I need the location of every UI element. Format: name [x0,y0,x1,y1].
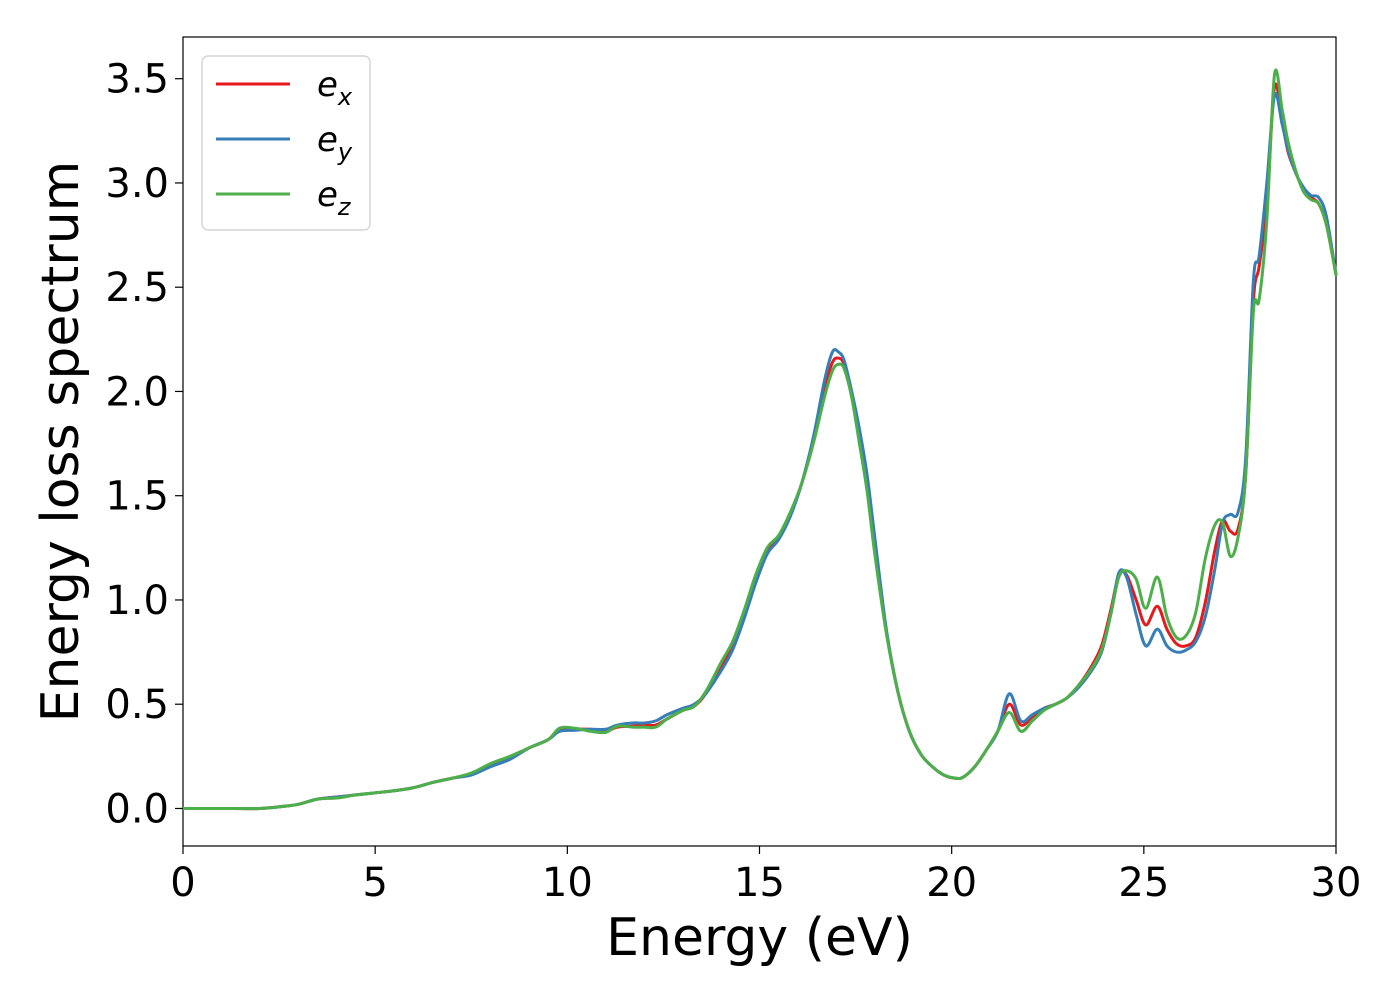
y-tick-label: 1.0 [105,578,169,624]
x-axis: 0 5 10 15 20 25 30 [170,846,1361,906]
y-tick-label: 3.0 [105,161,169,207]
y-tick-label: 3.5 [105,57,169,103]
plot-frame [182,36,1337,847]
x-tick-label: 15 [734,860,785,906]
y-tick-label: 0.5 [105,682,169,728]
x-axis-title: Energy (eV) [606,908,913,968]
legend-label-base: e [317,175,338,215]
legend-label-base: e [317,65,338,105]
y-tick-label: 1.5 [105,474,169,520]
x-tick-label: 5 [362,860,387,906]
x-tick-label: 20 [926,860,977,906]
legend-box [201,55,371,231]
legend-label-base: e [317,120,338,160]
legend-label-subscript: y [337,138,353,166]
y-tick-label: 2.0 [105,369,169,415]
series-line-ez [181,68,1338,811]
y-tick-label: 2.5 [105,265,169,311]
y-axis-title: Energy loss spectrum [31,161,91,723]
y-tick-label: 0.0 [105,786,169,832]
x-tick-label: 10 [542,860,593,906]
y-axis: 0.0 0.5 1.0 1.5 2.0 2.5 3.0 3.5 [105,57,183,832]
legend-label-ey: ey [317,120,353,166]
plot-area [181,36,1338,847]
legend-label-ez: ez [317,175,352,221]
legend-label-subscript: x [337,83,353,111]
x-tick-label: 30 [1311,860,1362,906]
series-layer [181,68,1338,811]
legend-label-ex: ex [317,65,353,111]
legend-label-subscript: z [337,193,352,221]
x-tick-label: 0 [170,860,195,906]
x-tick-label: 25 [1118,860,1169,906]
